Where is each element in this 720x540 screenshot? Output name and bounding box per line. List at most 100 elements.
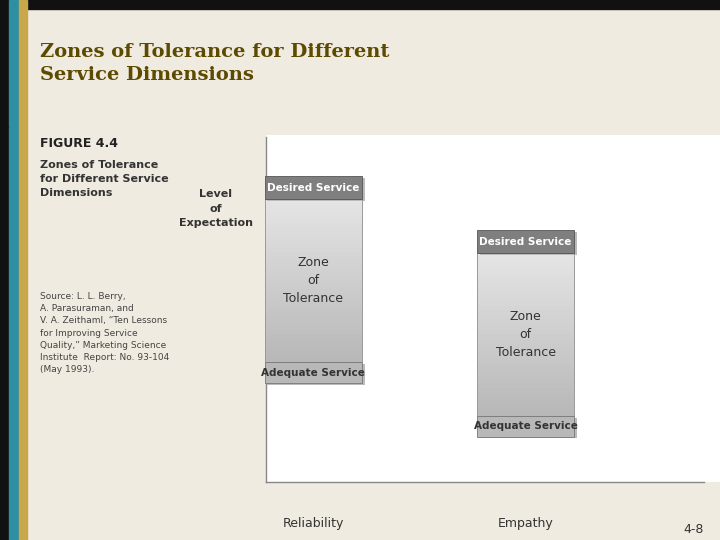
Bar	[265, 341, 361, 346]
Bar	[0, 0, 720, 9]
Bar	[265, 317, 361, 322]
Bar	[265, 244, 361, 248]
Bar	[477, 411, 575, 416]
Bar	[265, 321, 361, 326]
Bar	[265, 223, 361, 228]
Bar	[477, 297, 575, 302]
Bar	[265, 288, 361, 293]
Bar	[265, 284, 361, 289]
Bar	[265, 211, 361, 215]
Bar	[480, 232, 577, 254]
Bar	[477, 260, 575, 265]
Bar	[477, 301, 575, 306]
Bar	[265, 313, 361, 318]
Bar	[477, 268, 575, 273]
Bar	[477, 326, 575, 330]
Bar	[477, 285, 575, 289]
Bar	[265, 177, 361, 199]
Text: 4-8: 4-8	[684, 523, 704, 536]
Bar	[477, 305, 575, 310]
Bar	[265, 280, 361, 285]
Bar	[477, 322, 575, 326]
Bar	[265, 333, 361, 338]
Bar	[265, 354, 361, 358]
Bar	[265, 239, 361, 244]
Bar	[477, 313, 575, 318]
Bar	[265, 235, 361, 240]
Text: Adequate Service: Adequate Service	[474, 421, 577, 431]
Bar	[265, 255, 361, 260]
Bar	[477, 309, 575, 314]
Bar	[268, 364, 364, 384]
Bar	[477, 265, 575, 269]
Bar	[19, 0, 27, 127]
Bar	[268, 178, 364, 201]
Bar	[9, 0, 19, 127]
Bar	[477, 334, 575, 339]
Bar	[265, 227, 361, 232]
Text: Zone
of
Tolerance: Zone of Tolerance	[283, 256, 343, 305]
Bar	[265, 357, 361, 362]
Bar	[265, 276, 361, 281]
Bar	[477, 256, 575, 261]
Bar	[477, 399, 575, 404]
Bar	[265, 215, 361, 220]
Bar	[265, 362, 361, 383]
Text: Desired Service: Desired Service	[480, 237, 572, 247]
Bar	[265, 292, 361, 297]
Text: Zone
of
Tolerance: Zone of Tolerance	[495, 310, 556, 359]
Bar	[477, 395, 575, 400]
Bar	[477, 416, 575, 437]
Bar	[265, 219, 361, 224]
Bar	[265, 207, 361, 212]
Bar	[477, 367, 575, 371]
Bar	[477, 281, 575, 286]
Bar	[265, 346, 361, 350]
Bar	[477, 318, 575, 322]
Bar	[477, 375, 575, 380]
Bar	[265, 202, 361, 207]
Bar	[265, 296, 361, 301]
Bar	[477, 346, 575, 351]
Bar	[265, 199, 361, 362]
Text: Reliability: Reliability	[282, 517, 344, 530]
Bar	[19, 127, 27, 540]
Bar	[266, 135, 720, 482]
Text: Desired Service: Desired Service	[267, 183, 359, 193]
Bar	[265, 309, 361, 313]
Bar	[265, 252, 361, 256]
Bar	[477, 391, 575, 396]
Bar	[477, 342, 575, 347]
Bar	[265, 260, 361, 265]
Bar	[477, 370, 575, 375]
Bar	[477, 403, 575, 408]
Bar	[265, 272, 361, 276]
Bar	[265, 305, 361, 309]
Bar	[9, 127, 19, 540]
Bar	[477, 350, 575, 355]
Bar	[477, 359, 575, 363]
Bar	[477, 407, 575, 412]
Bar	[477, 354, 575, 359]
Bar	[265, 325, 361, 330]
Bar	[477, 379, 575, 383]
Bar	[265, 301, 361, 305]
Bar	[477, 289, 575, 294]
Bar	[477, 383, 575, 388]
Bar	[265, 247, 361, 252]
Bar	[477, 252, 575, 257]
Text: Adequate Service: Adequate Service	[261, 368, 365, 377]
Bar	[480, 418, 577, 438]
Text: FIGURE 4.4: FIGURE 4.4	[40, 137, 117, 150]
Bar	[0, 127, 9, 540]
Text: Zones of Tolerance
for Different Service
Dimensions: Zones of Tolerance for Different Service…	[40, 160, 168, 198]
Bar	[265, 199, 361, 203]
Bar	[265, 338, 361, 342]
Bar	[265, 264, 361, 268]
Bar	[477, 277, 575, 281]
Bar	[477, 293, 575, 298]
Text: Level
of
Expectation: Level of Expectation	[179, 189, 253, 228]
Text: Zones of Tolerance for Different
Service Dimensions: Zones of Tolerance for Different Service…	[40, 43, 389, 84]
Bar	[265, 329, 361, 334]
Bar	[477, 330, 575, 334]
